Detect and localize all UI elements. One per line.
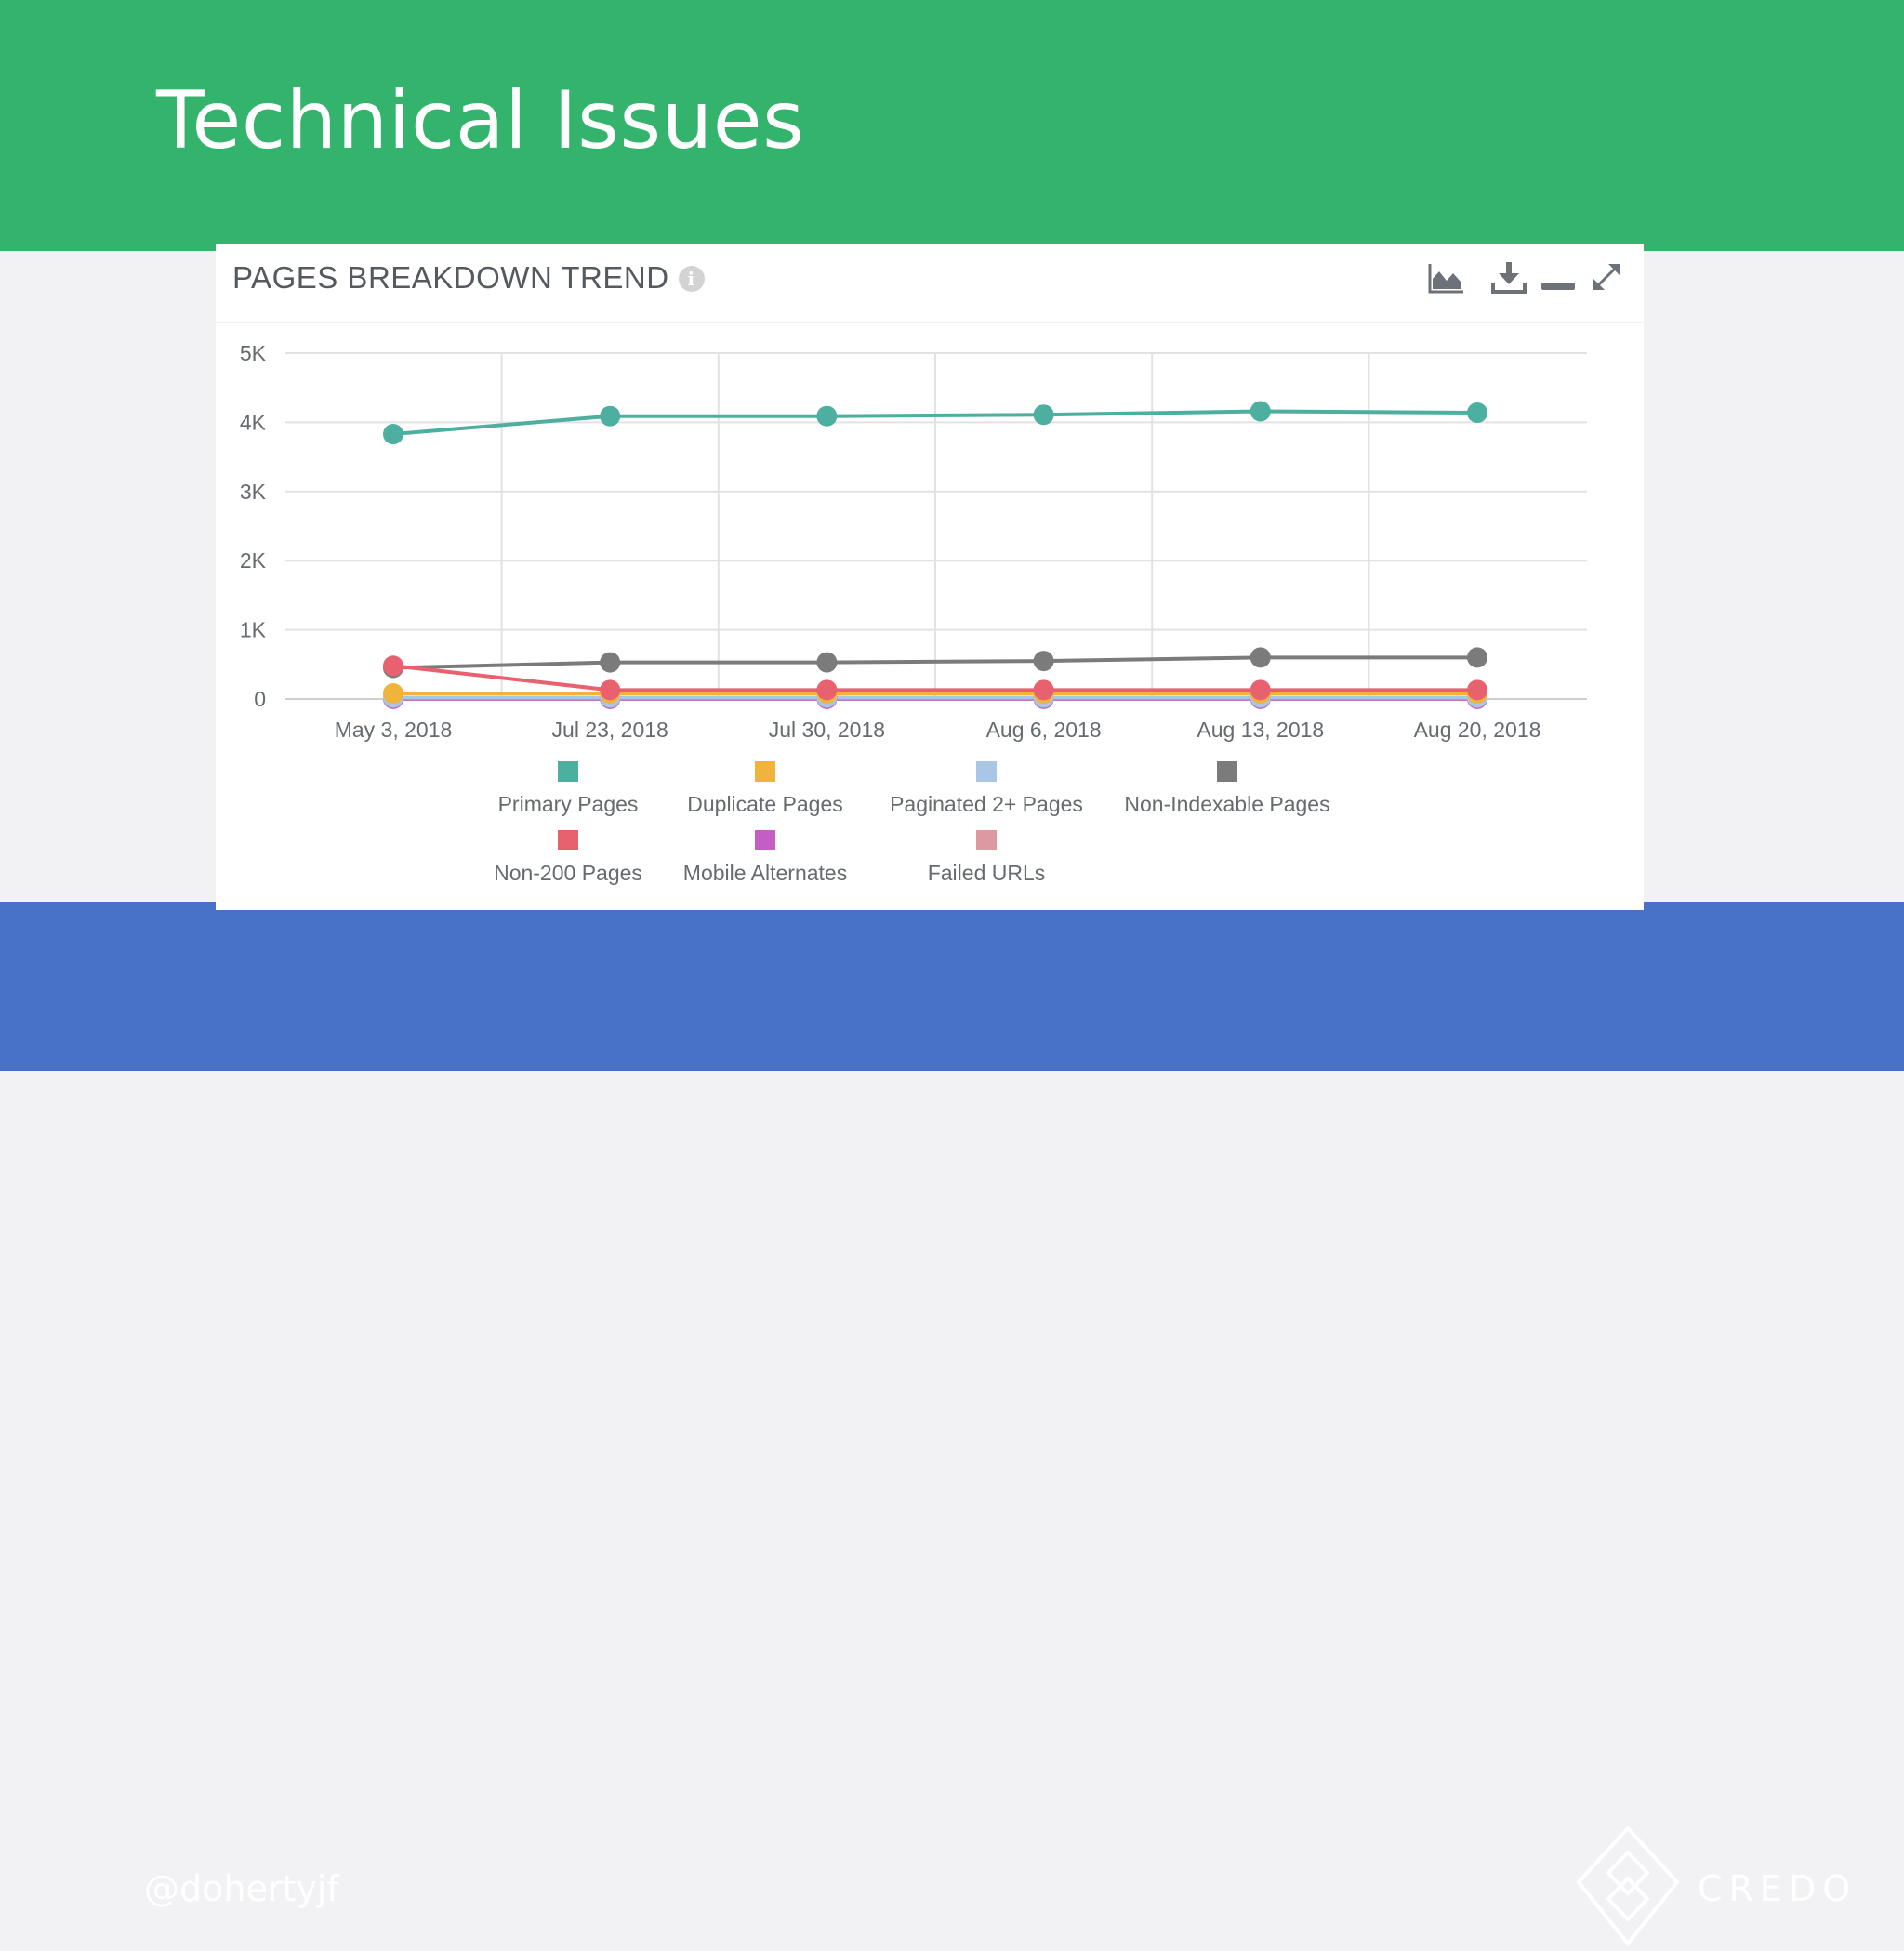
legend-swatch <box>755 761 775 782</box>
legend-item: Failed URLs <box>928 830 1046 885</box>
credo-logo-icon <box>1576 1826 1680 1947</box>
legend-label: Duplicate Pages <box>687 792 843 816</box>
legend-swatch <box>976 830 997 850</box>
legend-label: Failed URLs <box>928 861 1046 885</box>
data-point <box>816 679 838 701</box>
legend-item: Non-200 Pages <box>494 830 642 885</box>
x-tick-label: Aug 13, 2018 <box>1197 718 1324 742</box>
legend-item: Duplicate Pages <box>687 761 843 816</box>
legend-label: Non-200 Pages <box>494 861 642 885</box>
minimize-icon[interactable] <box>1538 260 1579 297</box>
legend-swatch <box>558 761 578 782</box>
y-tick-label: 4K <box>240 410 267 434</box>
legend-label: Primary Pages <box>498 792 639 816</box>
expand-icon[interactable] <box>1586 260 1627 297</box>
brand-name: CREDO <box>1698 1868 1858 1909</box>
legend-label: Non-Indexable Pages <box>1124 792 1329 816</box>
legend-label: Mobile Alternates <box>683 861 847 885</box>
slide-footer: @dohertyjf CREDO <box>0 902 1904 1947</box>
download-icon[interactable] <box>1488 260 1529 297</box>
y-tick-label: 3K <box>240 480 267 504</box>
area-chart-icon[interactable] <box>1426 260 1467 297</box>
card-header: PAGES BREAKDOWN TREND i <box>216 244 1644 323</box>
data-point <box>816 405 838 427</box>
data-point <box>1033 679 1054 701</box>
data-point <box>816 652 838 673</box>
legend-item: Non-Indexable Pages <box>1124 761 1330 816</box>
data-point <box>1467 679 1488 701</box>
x-tick-label: Aug 6, 2018 <box>986 718 1102 742</box>
card-title-wrap: PAGES BREAKDOWN TREND i <box>232 260 705 296</box>
legend-swatch <box>558 830 578 850</box>
chart-card: PAGES BREAKDOWN TREND i 0 1K 2K 3K 4K 5K May 3,… <box>216 244 1644 910</box>
data-point <box>383 655 403 677</box>
card-title: PAGES BREAKDOWN TREND <box>232 260 669 295</box>
x-tick-label: Jul 30, 2018 <box>769 718 885 742</box>
legend-label: Paginated 2+ Pages <box>890 792 1083 816</box>
data-point <box>600 652 621 673</box>
y-tick-label: 0 <box>254 687 266 711</box>
data-point <box>600 405 621 427</box>
series-line <box>392 655 1477 670</box>
series-line <box>392 409 1478 437</box>
legend-item: Primary Pages <box>498 761 639 816</box>
slide-header: Technical Issues <box>0 0 1904 251</box>
data-point <box>1033 404 1054 426</box>
slide-title: Technical Issues <box>156 74 805 167</box>
legend-swatch <box>755 830 775 850</box>
x-tick-label: May 3, 2018 <box>335 718 453 742</box>
data-point <box>1467 402 1488 423</box>
x-tick-label: Aug 20, 2018 <box>1414 718 1541 742</box>
y-tick-label: 2K <box>240 548 267 573</box>
y-tick-label: 1K <box>240 618 267 642</box>
data-point <box>1467 647 1488 668</box>
legend-item: Paginated 2+ Pages <box>890 761 1083 816</box>
legend-item: Mobile Alternates <box>683 830 847 885</box>
data-point <box>1250 647 1271 668</box>
data-point <box>1033 651 1054 672</box>
data-point <box>383 424 403 445</box>
info-icon[interactable]: i <box>678 266 705 292</box>
line-chart: 0 1K 2K 3K 4K 5K May 3, 2018 Jul 23, 2018 Jul 30… <box>240 341 1587 885</box>
x-tick-label: Jul 23, 2018 <box>552 718 668 742</box>
y-tick-label: 5K <box>240 341 267 365</box>
legend-swatch <box>1217 761 1237 782</box>
legend-swatch <box>976 761 997 782</box>
twitter-handle: @dohertyjf <box>144 1868 339 1909</box>
data-point <box>1250 401 1271 422</box>
data-point <box>1250 679 1271 701</box>
data-point <box>600 679 621 701</box>
data-point <box>383 683 403 705</box>
series-line <box>392 664 1477 692</box>
